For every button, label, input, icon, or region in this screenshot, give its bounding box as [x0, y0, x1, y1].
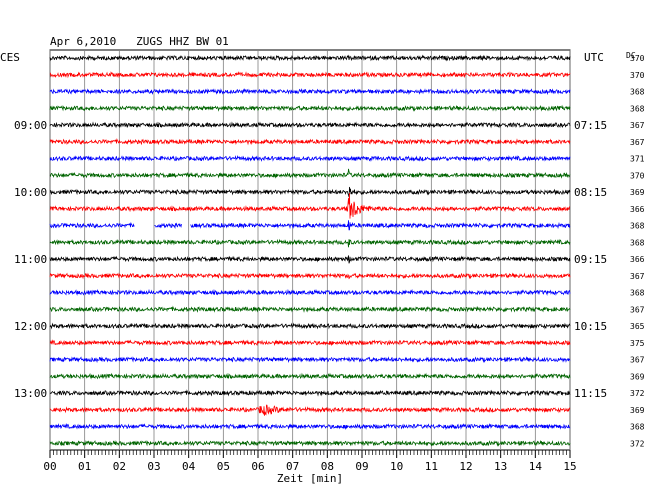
dc-value: 369 [630, 406, 645, 415]
seismic-trace [49, 88, 571, 96]
x-axis: 00 01 02 03 04 05 06 07 08 09 10 11 12 13 14 15 [43, 450, 577, 473]
x-tick-label: 15 [563, 460, 576, 473]
left-time-label: 10:00 [14, 186, 47, 199]
dc-value: 368 [630, 88, 645, 97]
left-time-label: 11:00 [14, 253, 47, 266]
dc-value: 367 [630, 272, 645, 281]
dc-value: 367 [630, 305, 645, 314]
seismic-trace [49, 168, 571, 179]
right-time-label: 11:15 [574, 387, 607, 400]
x-tick-label: 14 [529, 460, 543, 473]
x-tick-label: 08 [321, 460, 334, 473]
seismic-trace [49, 356, 571, 363]
x-tick-label: 09 [355, 460, 368, 473]
dc-value: 372 [630, 389, 645, 398]
seismic-trace [49, 154, 571, 163]
seismic-trace [49, 339, 571, 347]
x-tick-label: 03 [147, 460, 160, 473]
dc-value: 369 [630, 372, 645, 381]
x-tick-label: 00 [43, 460, 56, 473]
x-tick-label: 13 [494, 460, 507, 473]
right-time-label: 10:15 [574, 320, 607, 333]
left-time-labels: 09:00 10:00 11:00 12:00 13:00 [14, 119, 47, 400]
seismic-trace [49, 389, 571, 397]
left-time-label: 12:00 [14, 320, 47, 333]
dc-value: 369 [630, 188, 645, 197]
dc-values: 370 370 368 368 367 367 371 370 369 366 368 368 366 3… [630, 54, 645, 448]
seismic-trace [49, 272, 571, 280]
x-tick-label: 10 [390, 460, 403, 473]
minute-grid [49, 50, 571, 450]
x-tick-label: 11 [425, 460, 438, 473]
seismic-trace [49, 255, 571, 264]
seismic-trace [49, 372, 571, 380]
dc-value: 368 [630, 423, 645, 432]
dc-label: DC [626, 51, 636, 60]
right-time-label: 09:15 [574, 253, 607, 266]
dc-value: 370 [630, 171, 645, 180]
seismic-trace [49, 104, 571, 112]
right-time-label: 08:15 [574, 186, 607, 199]
seismic-trace [49, 322, 571, 330]
dc-value: 371 [630, 155, 645, 164]
x-axis-label: Zeit [min] [277, 472, 343, 485]
seismic-trace [49, 186, 571, 198]
dc-value: 368 [630, 222, 645, 231]
dc-value: 367 [630, 356, 645, 365]
dc-value: 368 [630, 104, 645, 113]
dc-value: 367 [630, 121, 645, 130]
dc-value: 367 [630, 138, 645, 147]
x-tick-label: 02 [113, 460, 126, 473]
right-time-label: 07:15 [574, 119, 607, 132]
x-tick-label: 04 [182, 460, 196, 473]
x-tick-label: 05 [217, 460, 230, 473]
dc-value: 365 [630, 322, 645, 331]
chart-title: Apr 6,2010 ZUGS HHZ BW 01 [50, 35, 229, 48]
dc-value: 368 [630, 289, 645, 298]
left-timezone-label: CES [0, 51, 20, 64]
seismic-trace [49, 238, 571, 248]
seismic-trace [49, 121, 571, 129]
seismic-trace [49, 439, 571, 447]
left-time-label: 09:00 [14, 119, 47, 132]
dc-value: 372 [630, 439, 645, 448]
dc-value: 368 [630, 238, 645, 247]
seismic-trace [49, 305, 571, 313]
dc-value: 370 [630, 54, 645, 63]
dc-value: 366 [630, 255, 645, 264]
seismic-trace [49, 193, 571, 219]
x-tick-label: 12 [459, 460, 472, 473]
x-tick-label: 06 [251, 460, 264, 473]
plot-frame [49, 49, 571, 451]
seismic-trace [49, 404, 571, 416]
dc-value: 375 [630, 339, 645, 348]
dc-value: 370 [630, 71, 645, 80]
seismic-trace [49, 220, 571, 231]
seismic-trace [49, 422, 571, 431]
trace-group [49, 54, 571, 447]
x-tick-label: 07 [286, 460, 299, 473]
dc-value: 366 [630, 205, 645, 214]
left-time-label: 13:00 [14, 387, 47, 400]
seismic-trace [49, 138, 571, 146]
seismic-trace [49, 71, 571, 79]
x-tick-label: 01 [78, 460, 91, 473]
seismic-trace [49, 54, 571, 62]
right-time-labels: 07:15 08:15 09:15 10:15 11:15 [574, 119, 607, 400]
seismic-trace [49, 288, 571, 296]
right-timezone-label: UTC [584, 51, 604, 64]
